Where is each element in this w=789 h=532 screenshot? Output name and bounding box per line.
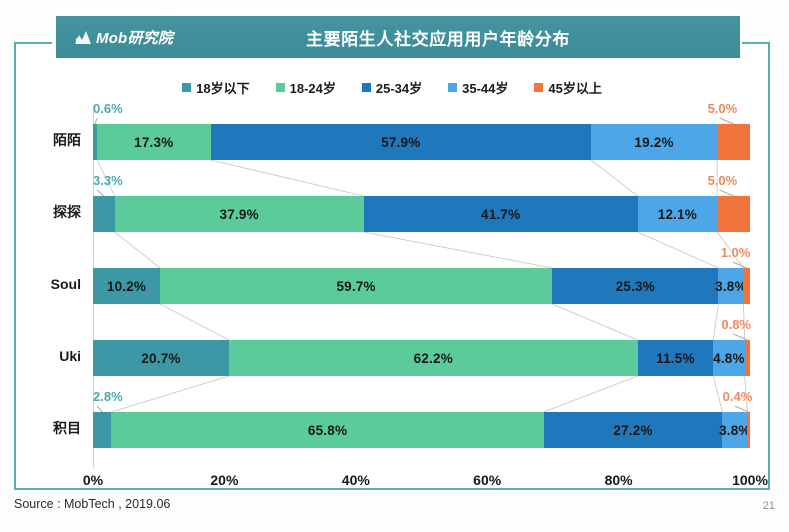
chart-row: 探探 37.9% 41.7% 12.1% 3.3% 5.0% [53, 173, 750, 248]
bar-segment-45岁以上[interactable] [747, 412, 750, 448]
x-axis-tick: 60% [473, 472, 502, 488]
bar-segment-25-34岁[interactable]: 11.5% [637, 340, 714, 376]
segment-value-label: 41.7% [481, 206, 521, 222]
x-axis: 0% 20% 40% 60% 80% 100% [83, 472, 768, 494]
bar-segment-35-44岁[interactable]: 3.8% [715, 268, 746, 304]
segment-value-label: 62.2% [413, 350, 453, 366]
bar-segment-45岁以上[interactable] [717, 196, 750, 232]
legend-swatch-icon [275, 83, 285, 92]
legend-label: 35-44岁 [462, 81, 509, 96]
segment-value-label: 59.7% [336, 278, 376, 294]
source-note: Source : MobTech , 2019.06 [14, 497, 171, 511]
legend-swatch-icon [448, 83, 458, 92]
bar-segment-18-24岁[interactable]: 65.8% [111, 412, 544, 448]
segment-value-label: 37.9% [219, 206, 259, 222]
legend-label: 18岁以下 [196, 81, 250, 96]
bar-segment-35-44岁[interactable]: 12.1% [637, 196, 718, 232]
chart-title: 主要陌生人社交应用用户年龄分布 [306, 29, 570, 49]
segment-callout-label: 0.4% [722, 389, 753, 404]
chart-row: 积目 65.8% 27.2% 3.8% 2.8% 0.4% [53, 389, 753, 464]
segment-value-label: 10.2% [106, 278, 147, 294]
bar-segment-25-34岁[interactable]: 25.3% [552, 268, 719, 304]
segment-value-label: 3.8% [715, 278, 747, 294]
legend-item-3[interactable]: 25-34岁 [361, 78, 423, 97]
page-number: 21 [762, 500, 775, 512]
bar-segment-45岁以上[interactable] [744, 340, 750, 376]
stacked-bar: 37.9% 41.7% 12.1% [93, 196, 750, 232]
bar-segment-18-24岁[interactable]: 37.9% [114, 196, 364, 232]
bar-segment-18-24岁[interactable]: 17.3% [96, 124, 211, 160]
segment-callout-label: 0.6% [93, 101, 123, 116]
segment-callout-label: 5.0% [707, 101, 738, 116]
legend-swatch-icon [534, 83, 544, 92]
segment-callout-label: 5.0% [707, 173, 738, 188]
legend-swatch-icon [361, 83, 371, 92]
bar-segment-25-34岁[interactable]: 41.7% [363, 196, 638, 232]
category-label-陌陌: 陌陌 [53, 132, 81, 148]
chart-legend: 18岁以下 18-24岁 25-34岁 35-44岁 45岁以上 [14, 78, 770, 97]
bar-segment-35-44岁[interactable]: 3.8% [719, 412, 750, 448]
bar-segment-25-34岁[interactable]: 27.2% [543, 412, 723, 448]
chart-row: Soul 10.2% 59.7% 25.3% 3.8% 1.0% [51, 245, 751, 320]
bar-segment-18岁以下[interactable]: 10.2% [93, 268, 160, 304]
segment-value-label: 11.5% [656, 350, 695, 366]
segment-value-label: 3.8% [719, 422, 751, 438]
x-axis-tick: 40% [341, 472, 370, 488]
bar-segment-45岁以上[interactable] [717, 124, 750, 160]
legend-item-2[interactable]: 18-24岁 [275, 78, 336, 97]
segment-callout-label: 0.8% [721, 317, 751, 332]
stacked-bar: 17.3% 57.9% 19.2% [93, 124, 750, 160]
segment-callout-label: 2.8% [93, 389, 123, 404]
segment-value-label: 57.9% [381, 134, 421, 150]
stacked-bar: 20.7% 62.2% 11.5% 4.8% [93, 340, 750, 376]
category-label-Uki: Uki [59, 348, 81, 364]
mob-logo: Mob研究院 [74, 27, 274, 48]
bar-segment-35-44岁[interactable]: 4.8% [713, 340, 745, 376]
segment-value-label: 27.2% [613, 422, 653, 438]
bar-segment-18岁以下[interactable] [93, 412, 112, 448]
category-label-Soul: Soul [50, 276, 81, 292]
category-label-探探: 探探 [53, 204, 81, 220]
segment-value-label: 4.8% [713, 350, 745, 366]
legend-swatch-icon [182, 83, 192, 92]
bar-segment-35-44岁[interactable]: 19.2% [590, 124, 718, 160]
mob-logo-text: Mob研究院 [96, 29, 174, 47]
legend-item-5[interactable]: 45岁以上 [534, 78, 602, 97]
legend-label: 45岁以上 [548, 81, 602, 96]
x-axis-tick: 0% [82, 472, 104, 488]
segment-value-label: 20.7% [141, 350, 181, 366]
bar-segment-18-24岁[interactable]: 62.2% [228, 340, 638, 376]
mountain-bar-chart-icon [75, 31, 91, 44]
chart-row: 陌陌 17.3% 57.9% 19.2% 0.6% 5.0% [53, 101, 750, 176]
bar-segment-18岁以下[interactable] [93, 124, 97, 160]
segment-callout-label: 3.3% [93, 173, 123, 188]
x-axis-tick: 20% [210, 472, 239, 488]
segment-value-label: 25.3% [615, 278, 655, 294]
legend-item-1[interactable]: 18岁以下 [182, 78, 250, 97]
segment-value-label: 19.2% [634, 134, 674, 150]
x-axis-tick: 100% [732, 472, 768, 488]
bar-segment-25-34岁[interactable]: 57.9% [210, 124, 591, 160]
bar-segment-45岁以上[interactable] [743, 268, 750, 304]
stacked-bar: 10.2% 59.7% 25.3% 3.8% [93, 268, 750, 304]
bar-segment-18-24岁[interactable]: 59.7% [160, 268, 553, 304]
chart-row: Uki 20.7% 62.2% 11.5% 4.8% 0.8% [59, 317, 751, 392]
stacked-bar: 65.8% 27.2% 3.8% [93, 412, 750, 448]
legend-label: 18-24岁 [289, 81, 336, 96]
legend-item-4[interactable]: 35-44岁 [448, 78, 508, 97]
plot-area: 陌陌 17.3% 57.9% 19.2% 0.6% 5.0% 探探 37.9% 41.7% 12.… [51, 101, 753, 468]
segment-callout-label: 1.0% [720, 245, 751, 260]
category-label-积目: 积目 [53, 420, 81, 436]
segment-value-label: 65.8% [307, 422, 348, 438]
chart-header-banner: Mob研究院 主要陌生人社交应用用户年龄分布 [56, 16, 740, 58]
segment-value-label: 17.3% [134, 134, 174, 150]
x-axis-tick: 80% [604, 472, 633, 488]
segment-value-label: 12.1% [657, 206, 698, 222]
bar-segment-18岁以下[interactable] [93, 196, 115, 232]
legend-label: 25-34岁 [375, 81, 423, 96]
bar-segment-18岁以下[interactable]: 20.7% [93, 340, 229, 376]
